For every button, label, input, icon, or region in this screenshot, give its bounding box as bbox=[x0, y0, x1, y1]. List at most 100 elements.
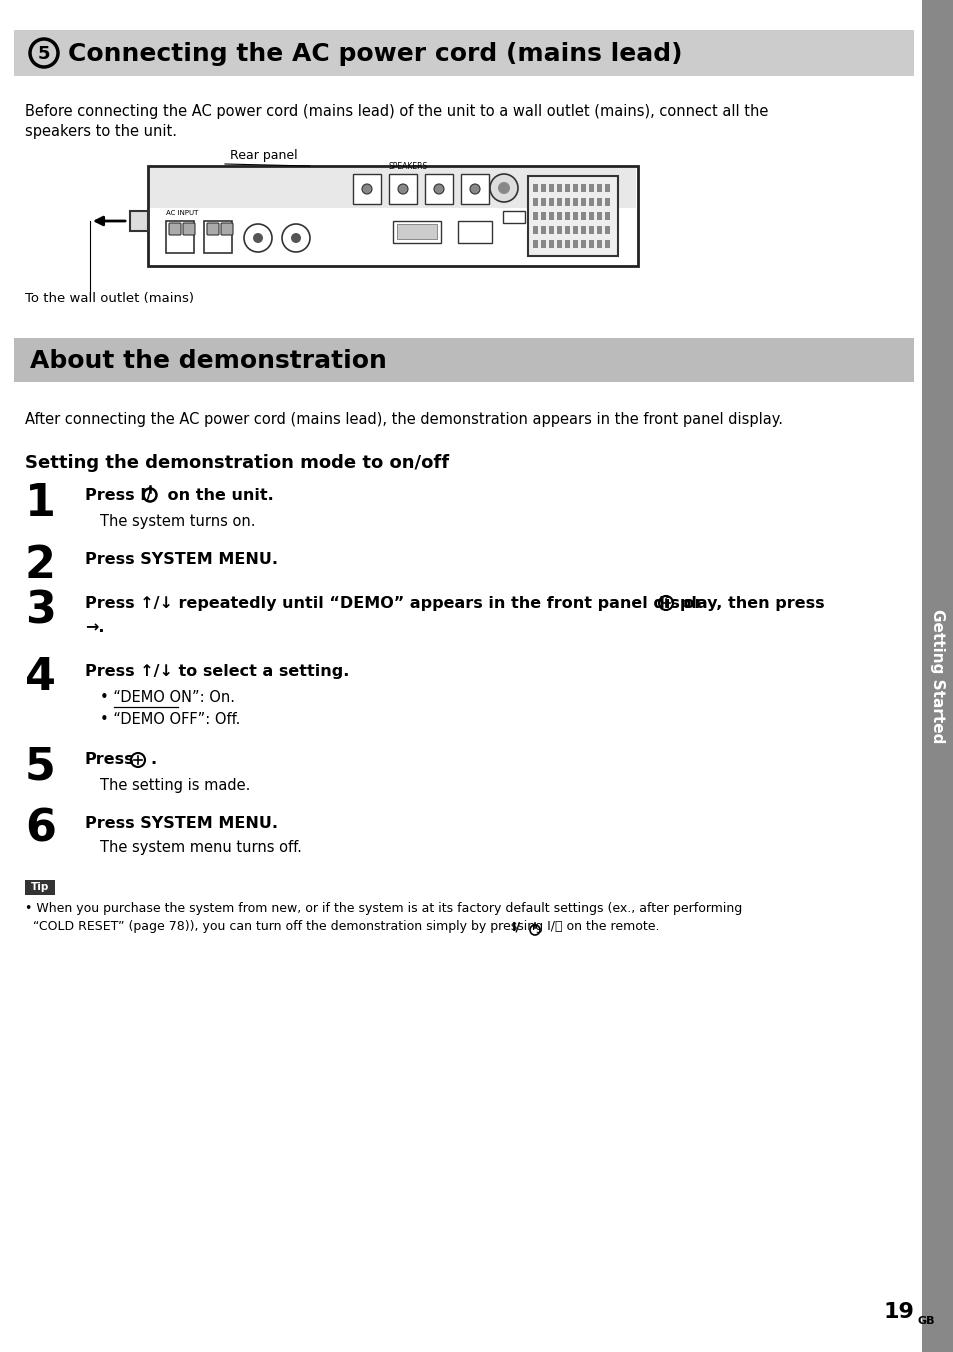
Text: • “DEMO ON”: On.: • “DEMO ON”: On. bbox=[100, 690, 234, 704]
Text: Press ↑/↓ repeatedly until “DEMO” appears in the front panel display, then press: Press ↑/↓ repeatedly until “DEMO” appear… bbox=[85, 596, 823, 611]
FancyBboxPatch shape bbox=[183, 223, 194, 235]
Text: AC INPUT: AC INPUT bbox=[166, 210, 198, 216]
FancyBboxPatch shape bbox=[597, 226, 601, 234]
Text: on the unit.: on the unit. bbox=[162, 488, 274, 503]
FancyBboxPatch shape bbox=[557, 212, 561, 220]
Text: Setting the demonstration mode to on/off: Setting the demonstration mode to on/off bbox=[25, 454, 449, 472]
FancyBboxPatch shape bbox=[564, 184, 569, 192]
Text: Press: Press bbox=[85, 752, 134, 767]
Text: Press ↑/↓ to select a setting.: Press ↑/↓ to select a setting. bbox=[85, 664, 349, 679]
FancyBboxPatch shape bbox=[353, 174, 380, 204]
FancyBboxPatch shape bbox=[457, 220, 492, 243]
FancyBboxPatch shape bbox=[604, 212, 609, 220]
FancyBboxPatch shape bbox=[130, 211, 148, 231]
FancyBboxPatch shape bbox=[533, 226, 537, 234]
FancyBboxPatch shape bbox=[580, 184, 585, 192]
Text: “COLD RESET” (page 78)), you can turn off the demonstration simply by pressing I: “COLD RESET” (page 78)), you can turn of… bbox=[25, 919, 659, 933]
Text: 5: 5 bbox=[25, 746, 56, 790]
Circle shape bbox=[470, 184, 479, 193]
FancyBboxPatch shape bbox=[548, 241, 554, 247]
Text: To the wall outlet (mains): To the wall outlet (mains) bbox=[25, 292, 193, 306]
FancyBboxPatch shape bbox=[533, 212, 537, 220]
FancyBboxPatch shape bbox=[396, 224, 436, 239]
FancyBboxPatch shape bbox=[564, 212, 569, 220]
FancyBboxPatch shape bbox=[548, 184, 554, 192]
FancyBboxPatch shape bbox=[548, 197, 554, 206]
FancyBboxPatch shape bbox=[604, 184, 609, 192]
Text: .: . bbox=[150, 752, 156, 767]
FancyBboxPatch shape bbox=[540, 197, 545, 206]
Text: • “DEMO OFF”: Off.: • “DEMO OFF”: Off. bbox=[100, 713, 240, 727]
Text: Press SYSTEM MENU.: Press SYSTEM MENU. bbox=[85, 817, 277, 831]
Text: 6: 6 bbox=[25, 808, 56, 850]
FancyBboxPatch shape bbox=[588, 197, 594, 206]
FancyBboxPatch shape bbox=[588, 212, 594, 220]
Text: Getting Started: Getting Started bbox=[929, 608, 944, 744]
FancyBboxPatch shape bbox=[557, 226, 561, 234]
FancyBboxPatch shape bbox=[597, 197, 601, 206]
FancyBboxPatch shape bbox=[548, 226, 554, 234]
Text: The system menu turns off.: The system menu turns off. bbox=[100, 840, 301, 854]
Circle shape bbox=[397, 184, 408, 193]
Text: About the demonstration: About the demonstration bbox=[30, 349, 387, 373]
FancyBboxPatch shape bbox=[25, 880, 55, 895]
FancyBboxPatch shape bbox=[533, 197, 537, 206]
Text: 3: 3 bbox=[25, 589, 56, 633]
FancyBboxPatch shape bbox=[14, 338, 913, 383]
FancyBboxPatch shape bbox=[604, 197, 609, 206]
FancyBboxPatch shape bbox=[204, 220, 232, 253]
Text: speakers to the unit.: speakers to the unit. bbox=[25, 124, 177, 139]
Text: 5: 5 bbox=[38, 45, 51, 64]
FancyBboxPatch shape bbox=[150, 168, 636, 208]
FancyBboxPatch shape bbox=[540, 212, 545, 220]
Text: Before connecting the AC power cord (mains lead) of the unit to a wall outlet (m: Before connecting the AC power cord (mai… bbox=[25, 104, 767, 119]
FancyBboxPatch shape bbox=[557, 241, 561, 247]
FancyBboxPatch shape bbox=[166, 220, 193, 253]
FancyBboxPatch shape bbox=[588, 226, 594, 234]
FancyBboxPatch shape bbox=[580, 241, 585, 247]
Text: The system turns on.: The system turns on. bbox=[100, 514, 255, 529]
FancyBboxPatch shape bbox=[597, 184, 601, 192]
Text: 4: 4 bbox=[25, 656, 56, 699]
FancyBboxPatch shape bbox=[557, 197, 561, 206]
FancyBboxPatch shape bbox=[604, 226, 609, 234]
FancyBboxPatch shape bbox=[604, 241, 609, 247]
FancyBboxPatch shape bbox=[564, 241, 569, 247]
Text: After connecting the AC power cord (mains lead), the demonstration appears in th: After connecting the AC power cord (main… bbox=[25, 412, 782, 427]
Text: GB: GB bbox=[917, 1315, 935, 1326]
FancyBboxPatch shape bbox=[540, 241, 545, 247]
FancyBboxPatch shape bbox=[588, 241, 594, 247]
FancyBboxPatch shape bbox=[424, 174, 453, 204]
Circle shape bbox=[291, 233, 301, 243]
FancyBboxPatch shape bbox=[557, 184, 561, 192]
Text: 19: 19 bbox=[882, 1302, 913, 1322]
Text: Press I/: Press I/ bbox=[85, 488, 152, 503]
FancyBboxPatch shape bbox=[573, 226, 578, 234]
Circle shape bbox=[253, 233, 263, 243]
FancyBboxPatch shape bbox=[169, 223, 181, 235]
Text: 1: 1 bbox=[25, 483, 56, 525]
FancyBboxPatch shape bbox=[148, 166, 638, 266]
FancyBboxPatch shape bbox=[207, 223, 219, 235]
FancyBboxPatch shape bbox=[221, 223, 233, 235]
FancyBboxPatch shape bbox=[580, 226, 585, 234]
FancyBboxPatch shape bbox=[533, 184, 537, 192]
FancyBboxPatch shape bbox=[597, 212, 601, 220]
Text: I/: I/ bbox=[512, 919, 520, 933]
Text: Press SYSTEM MENU.: Press SYSTEM MENU. bbox=[85, 552, 277, 566]
Circle shape bbox=[244, 224, 272, 251]
FancyBboxPatch shape bbox=[14, 30, 913, 76]
FancyBboxPatch shape bbox=[921, 0, 953, 1352]
Text: Rear panel: Rear panel bbox=[230, 149, 297, 162]
FancyBboxPatch shape bbox=[389, 174, 416, 204]
FancyBboxPatch shape bbox=[564, 226, 569, 234]
Text: Tip: Tip bbox=[30, 883, 50, 892]
Text: The setting is made.: The setting is made. bbox=[100, 777, 250, 794]
FancyBboxPatch shape bbox=[580, 197, 585, 206]
FancyBboxPatch shape bbox=[573, 212, 578, 220]
FancyBboxPatch shape bbox=[573, 241, 578, 247]
FancyBboxPatch shape bbox=[533, 241, 537, 247]
FancyBboxPatch shape bbox=[393, 220, 440, 243]
Text: or: or bbox=[678, 596, 702, 611]
FancyBboxPatch shape bbox=[540, 184, 545, 192]
